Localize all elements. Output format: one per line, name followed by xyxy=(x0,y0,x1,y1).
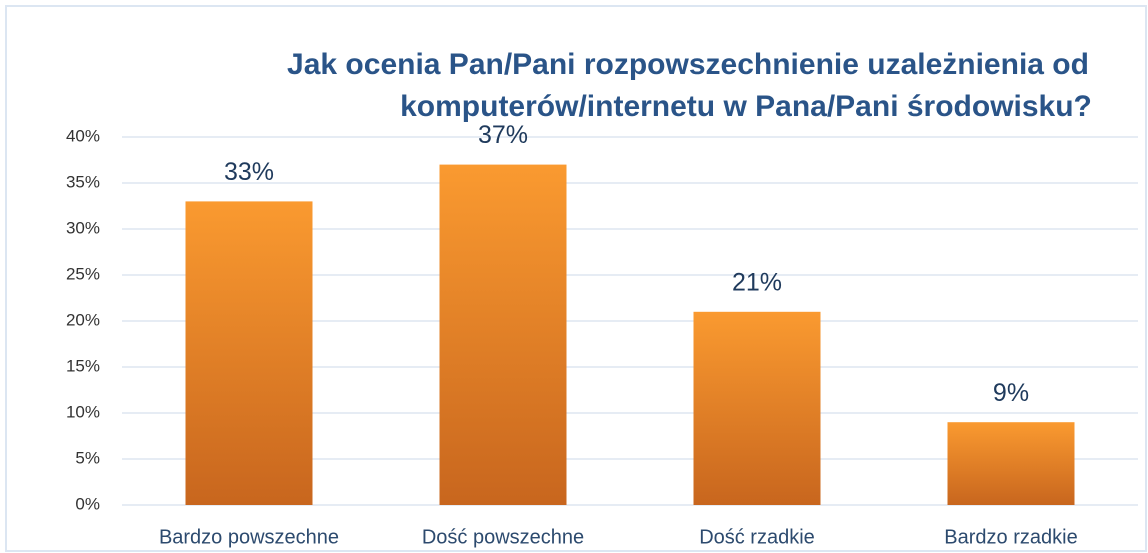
y-tick-label: 15% xyxy=(66,356,100,375)
x-tick-label: Bardzo rzadkie xyxy=(944,526,1077,548)
data-label: 21% xyxy=(732,268,782,296)
bar xyxy=(947,422,1075,505)
x-tick-label: Dość powszechne xyxy=(422,526,584,548)
y-tick-label: 10% xyxy=(66,402,100,421)
y-tick-label: 5% xyxy=(75,448,100,467)
data-label: 37% xyxy=(478,121,528,149)
data-label: 9% xyxy=(993,379,1029,407)
x-tick-label: Bardzo powszechne xyxy=(159,526,339,548)
x-tick-label: Dość rzadkie xyxy=(699,526,815,548)
bar xyxy=(185,201,313,505)
bar xyxy=(439,164,567,505)
chart-title: Jak ocenia Pan/Pani rozpowszechnienie uz… xyxy=(287,48,1089,81)
y-tick-label: 40% xyxy=(66,126,100,145)
y-tick-label: 0% xyxy=(75,494,100,513)
y-tick-label: 30% xyxy=(66,218,100,237)
y-tick-label: 35% xyxy=(66,172,100,191)
bar xyxy=(693,311,821,505)
y-tick-label: 20% xyxy=(66,310,100,329)
data-label: 33% xyxy=(224,158,274,186)
y-tick-label: 25% xyxy=(66,264,100,283)
chart-title: komputerów/internetu w Pana/Pani środowi… xyxy=(400,90,1092,123)
